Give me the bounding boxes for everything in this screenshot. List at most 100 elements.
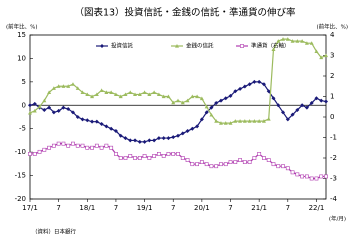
marker <box>314 176 319 181</box>
marker <box>257 119 262 123</box>
marker <box>156 136 161 141</box>
marker <box>56 141 61 146</box>
marker <box>204 110 209 115</box>
x-axis-label: (年/月) <box>329 215 346 223</box>
marker <box>261 119 266 123</box>
marker <box>324 99 328 104</box>
marker <box>85 145 90 150</box>
marker <box>252 119 257 123</box>
marker <box>118 156 123 160</box>
marker <box>261 82 266 87</box>
x-tick-label: 17/1 <box>22 204 38 212</box>
y-tick-label: 5 <box>22 78 26 86</box>
marker <box>171 135 176 140</box>
marker <box>238 119 243 123</box>
marker <box>266 117 271 121</box>
marker <box>228 93 233 98</box>
marker <box>271 96 276 101</box>
marker <box>70 82 75 86</box>
marker <box>118 133 123 138</box>
marker <box>94 119 99 124</box>
marker <box>247 160 252 165</box>
y2-tick-label: -3 <box>330 175 337 183</box>
marker <box>238 158 242 162</box>
marker <box>271 162 276 167</box>
marker <box>51 143 56 148</box>
marker <box>204 104 209 109</box>
marker <box>47 145 51 150</box>
marker <box>128 154 133 158</box>
marker <box>137 156 142 160</box>
marker <box>324 53 328 58</box>
marker <box>104 90 109 94</box>
marker <box>109 145 114 150</box>
marker <box>175 44 179 48</box>
marker <box>305 174 309 179</box>
marker <box>51 110 56 115</box>
marker <box>166 94 171 99</box>
marker <box>209 164 214 169</box>
y-tick-label: -20 <box>15 195 26 203</box>
marker <box>85 118 90 123</box>
marker <box>128 90 133 94</box>
x-tick-label: 7 <box>228 204 232 212</box>
marker <box>42 147 47 152</box>
marker <box>90 145 94 150</box>
marker <box>152 138 157 143</box>
marker <box>209 105 214 110</box>
marker <box>180 100 185 105</box>
marker <box>123 156 128 160</box>
legend-label: 投資信託 <box>111 42 134 50</box>
marker <box>190 162 195 167</box>
marker <box>142 90 147 94</box>
marker <box>94 143 99 148</box>
y2-tick-label: 3 <box>330 52 334 60</box>
marker <box>233 119 238 123</box>
marker <box>66 143 71 148</box>
marker <box>223 121 228 125</box>
y-tick-label: 0 <box>22 101 26 109</box>
marker <box>42 98 47 103</box>
marker <box>240 44 244 48</box>
marker <box>304 41 309 45</box>
marker <box>214 164 219 169</box>
y2-tick-label: -4 <box>330 195 338 203</box>
marker <box>290 112 295 117</box>
y2-tick-label: 4 <box>330 31 335 39</box>
marker <box>156 92 161 97</box>
marker <box>147 156 152 160</box>
marker <box>281 164 285 169</box>
marker <box>257 152 262 156</box>
marker <box>104 124 109 129</box>
marker <box>113 129 118 134</box>
x-tick-label: 7 <box>286 204 290 212</box>
marker <box>300 174 305 179</box>
y2-tick-label: 2 <box>330 72 334 80</box>
marker <box>161 154 166 158</box>
marker <box>276 39 281 43</box>
marker <box>242 160 247 165</box>
marker <box>257 79 262 84</box>
x-tick-label: 7 <box>171 204 175 212</box>
marker <box>228 160 233 165</box>
marker <box>80 143 85 148</box>
marker <box>161 94 166 99</box>
marker <box>295 107 300 112</box>
marker <box>319 174 324 179</box>
x-tick-label: 22/1 <box>309 204 325 212</box>
marker <box>137 139 142 144</box>
marker <box>247 119 252 123</box>
legend-label: 金銭の信託 <box>186 42 214 50</box>
marker <box>152 154 157 158</box>
marker <box>262 156 266 160</box>
marker <box>128 138 133 143</box>
marker <box>109 126 114 131</box>
source: （資料）日本銀行 <box>32 228 77 236</box>
marker <box>113 92 118 97</box>
marker <box>223 96 228 101</box>
marker <box>47 105 52 110</box>
y-tick-label: -10 <box>15 148 26 156</box>
marker <box>28 110 32 115</box>
marker <box>190 94 195 99</box>
